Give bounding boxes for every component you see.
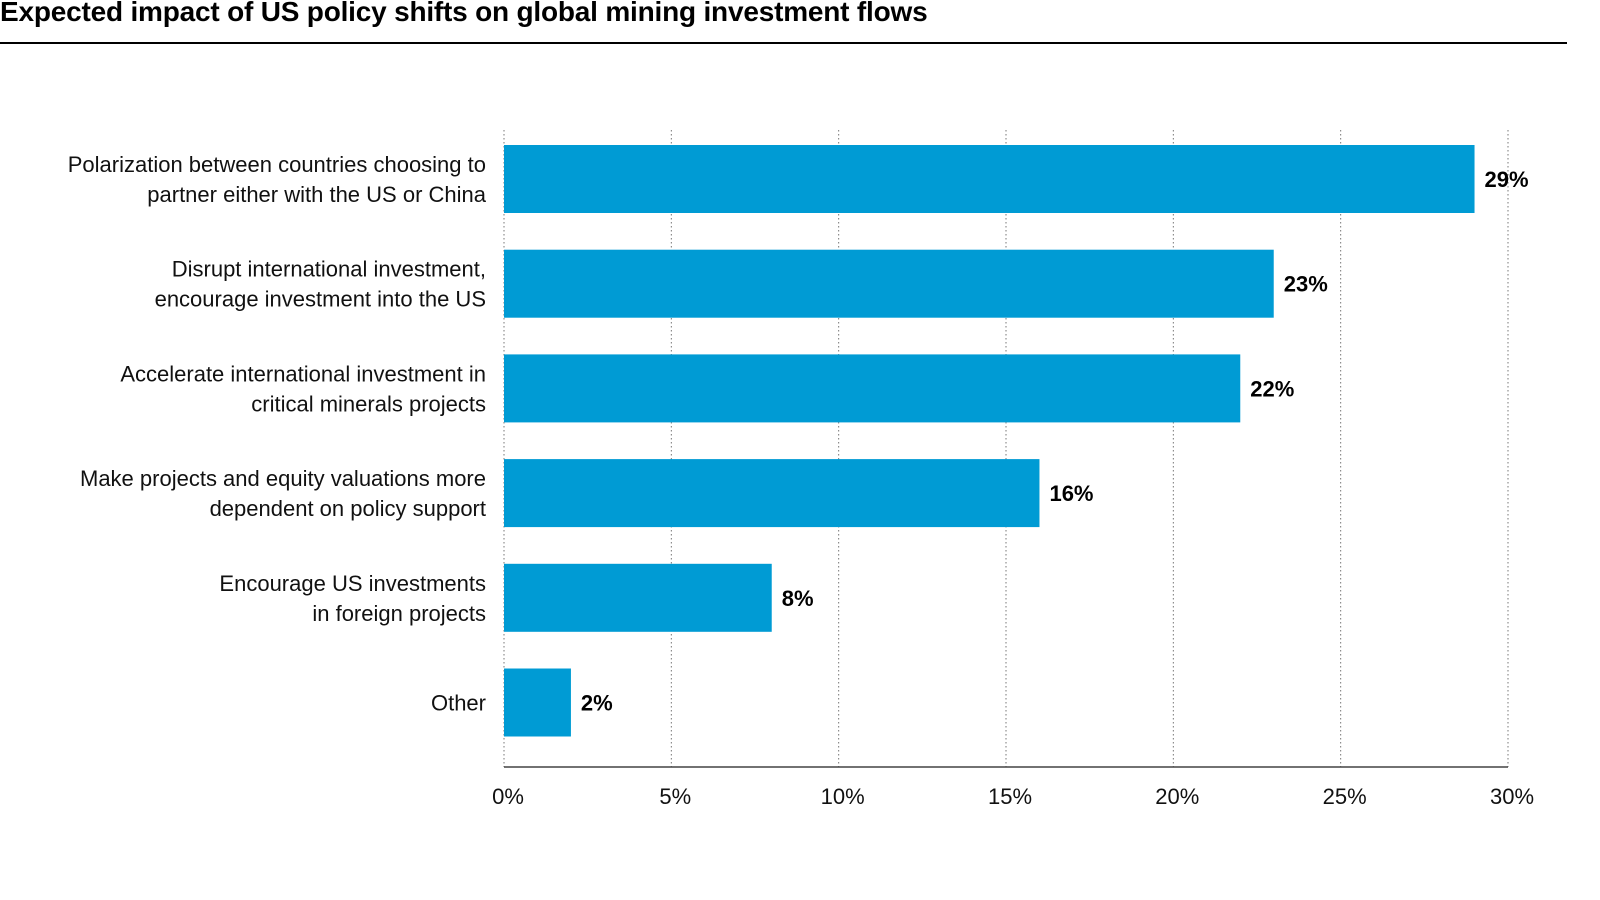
bar <box>504 668 571 737</box>
x-tick-label: 25% <box>1323 784 1367 809</box>
category-label: partner either with the US or China <box>147 182 486 207</box>
x-tick-label: 10% <box>821 784 865 809</box>
bar <box>504 563 772 632</box>
category-label: critical minerals projects <box>251 391 486 416</box>
x-tick-label: 5% <box>659 784 691 809</box>
chart-title: Expected impact of US policy shifts on g… <box>0 0 928 27</box>
value-label: 29% <box>1485 167 1529 192</box>
category-label: in foreign projects <box>312 601 486 626</box>
bar <box>504 354 1241 423</box>
category-label: dependent on policy support <box>210 496 486 521</box>
x-tick-label: 0% <box>492 784 524 809</box>
value-label: 8% <box>782 586 814 611</box>
category-label: Accelerate international investment in <box>120 361 486 386</box>
value-label: 22% <box>1250 376 1294 401</box>
title-rule <box>0 42 1567 44</box>
category-label: Encourage US investments <box>219 571 486 596</box>
bar <box>504 459 1040 528</box>
category-label: Polarization between countries choosing … <box>68 152 486 177</box>
category-label: encourage investment into the US <box>155 287 486 312</box>
value-label: 16% <box>1049 481 1093 506</box>
bar <box>504 145 1475 213</box>
category-label: Disrupt international investment, <box>172 257 486 282</box>
category-label: Other <box>431 691 486 716</box>
x-tick-label: 20% <box>1155 784 1199 809</box>
x-tick-label: 30% <box>1490 784 1534 809</box>
category-label: Make projects and equity valuations more <box>80 466 486 491</box>
x-tick-label: 15% <box>988 784 1032 809</box>
value-label: 23% <box>1284 272 1328 297</box>
bar <box>504 249 1274 318</box>
value-label: 2% <box>581 691 613 716</box>
